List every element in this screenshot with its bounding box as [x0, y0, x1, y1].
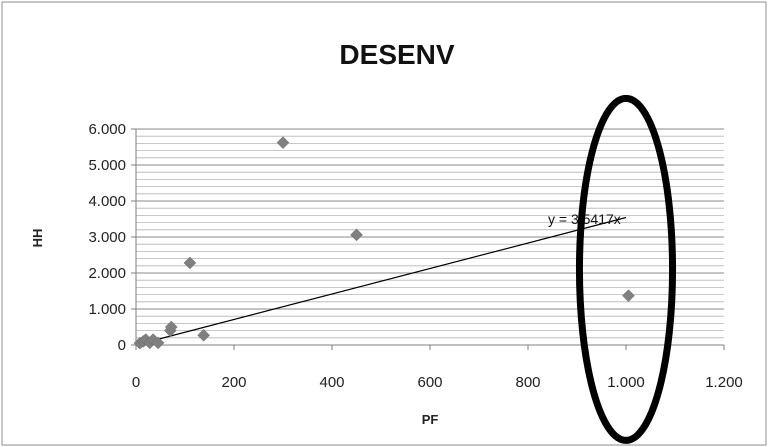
grid-layer [136, 128, 724, 339]
y-tick-label: 5.000 [88, 157, 126, 174]
data-point [197, 328, 210, 342]
x-tick-label: 1.000 [607, 374, 645, 391]
x-tick-label: 0 [132, 374, 140, 391]
data-point [151, 336, 165, 350]
highlight-ellipse [575, 94, 677, 444]
chart-title: DESENV [339, 39, 454, 70]
points-layer [133, 136, 635, 350]
trend-layer [135, 216, 627, 346]
annotation-layer [575, 94, 677, 444]
y-tick-label: 4.000 [88, 193, 126, 210]
y-tick-label: 3.000 [88, 229, 126, 246]
x-tick-label: 200 [221, 374, 246, 391]
y-tick-label: 1.000 [88, 301, 126, 318]
x-tick-label: 600 [417, 374, 442, 391]
trendline [135, 216, 627, 346]
data-point [350, 228, 363, 242]
x-axis-title: PF [422, 412, 439, 427]
data-point [183, 256, 197, 270]
data-point [276, 136, 290, 150]
x-tick-label: 400 [319, 374, 344, 391]
axis-layer: 0 1.000 2.000 3.000 4.000 5.000 6.000 0 200 400 60… [88, 121, 742, 391]
y-tick-label: 2.000 [88, 265, 126, 282]
x-tick-label: 1.200 [705, 374, 743, 391]
y-tick-label: 0 [118, 337, 126, 354]
data-point [622, 289, 635, 303]
data-point [164, 320, 178, 334]
y-tick-label: 6.000 [88, 121, 126, 138]
y-axis-title: HH [30, 229, 45, 248]
x-tick-label: 800 [515, 374, 540, 391]
